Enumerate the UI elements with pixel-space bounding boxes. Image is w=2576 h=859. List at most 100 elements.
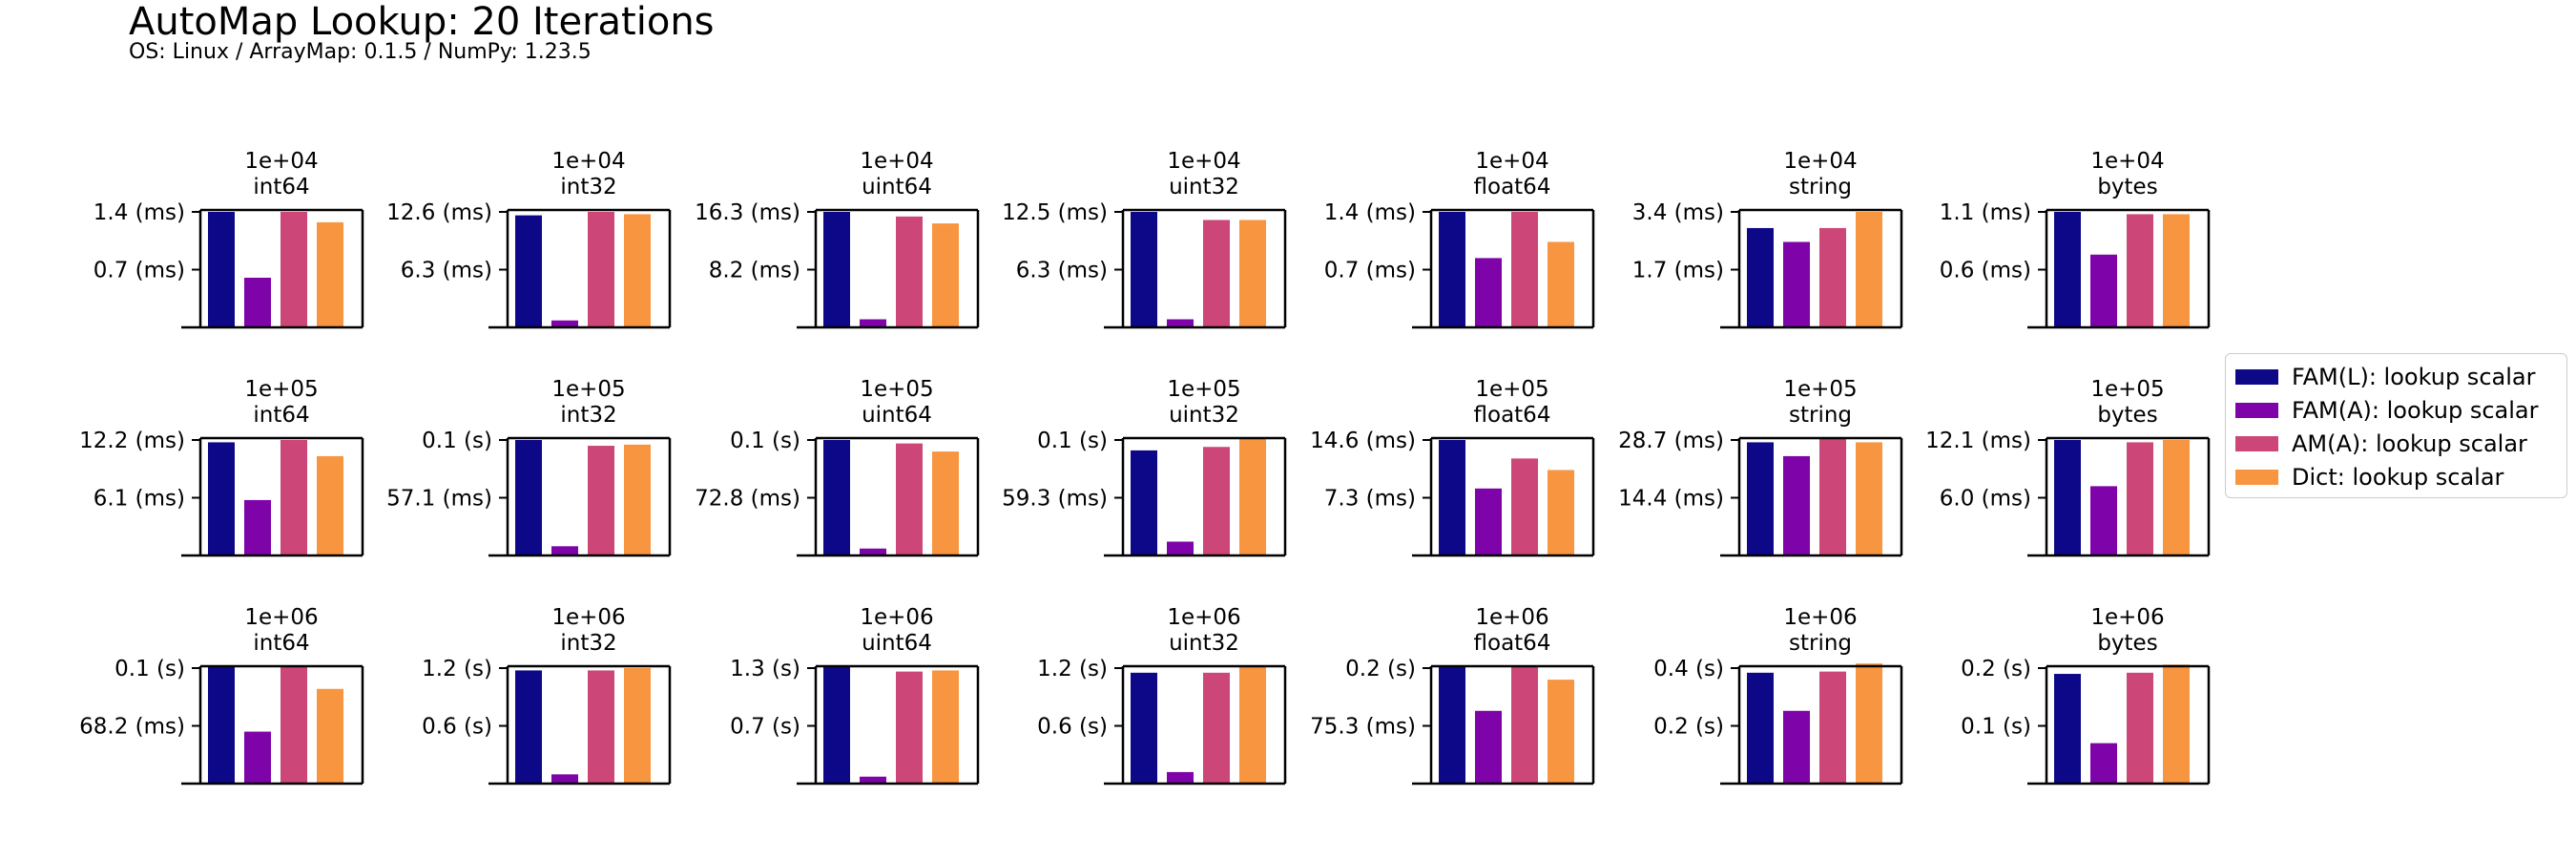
subplot-title-bottom-1e-06-string: string [1789, 631, 1852, 656]
subplot-title-top-1e-04-uint64: 1e+04 [860, 149, 933, 174]
subplot-title-bottom-1e-05-string: string [1789, 403, 1852, 428]
bar-1e-06-uint32-fam-l-lookup-scalar [1131, 672, 1157, 784]
bar-1e-06-float64-am-a-lookup-scalar [1511, 665, 1538, 784]
subplot-title-top-1e-04-bytes: 1e+04 [2090, 149, 2164, 174]
bar-1e-05-float64-am-a-lookup-scalar [1511, 458, 1538, 555]
bar-1e-05-int64-fam-l-lookup-scalar [208, 442, 235, 555]
bar-1e-06-float64-dict-lookup-scalar [1548, 680, 1574, 784]
bar-1e-06-uint64-am-a-lookup-scalar [896, 671, 923, 784]
legend-swatch-am-a [2235, 435, 2278, 451]
subplot-title-bottom-1e-06-float64: float64 [1474, 631, 1551, 656]
bar-1e-06-float64-fam-a-lookup-scalar [1475, 710, 1502, 784]
subplot-title-bottom-1e-05-uint32: uint32 [1169, 403, 1239, 428]
legend-item-am-a: AM(A): lookup scalar [2235, 427, 2557, 460]
bar-1e-05-int64-fam-a-lookup-scalar [244, 499, 271, 555]
subplot-title-bottom-1e-04-int64: int64 [253, 175, 309, 199]
bar-1e-05-string-fam-l-lookup-scalar [1747, 442, 1774, 555]
bar-1e-06-bytes-dict-lookup-scalar [2163, 664, 2190, 784]
bar-1e-04-string-dict-lookup-scalar [1856, 212, 1882, 327]
subplot-title-bottom-1e-06-bytes: bytes [2097, 631, 2157, 656]
bar-1e-06-int32-fam-a-lookup-scalar [551, 774, 578, 784]
ytick-label-1e-04-float64-0: 1.4 (ms) [1324, 200, 1416, 225]
ytick-label-1e-06-float64-1: 75.3 (ms) [1310, 715, 1416, 740]
ytick-label-1e-04-int64-1: 0.7 (ms) [93, 259, 185, 283]
subplot-title-top-1e-05-int64: 1e+05 [244, 377, 318, 402]
bar-1e-06-uint64-fam-l-lookup-scalar [823, 665, 850, 784]
bar-1e-05-int64-am-a-lookup-scalar [280, 440, 307, 555]
bar-1e-04-uint32-fam-a-lookup-scalar [1167, 319, 1194, 327]
ytick-label-1e-05-string-1: 14.4 (ms) [1618, 487, 1724, 512]
bar-1e-05-bytes-fam-a-lookup-scalar [2090, 486, 2117, 555]
ytick-label-1e-05-int32-1: 57.1 (ms) [386, 487, 492, 512]
bar-1e-06-int64-fam-l-lookup-scalar [208, 665, 235, 784]
bar-1e-04-uint32-dict-lookup-scalar [1239, 220, 1266, 327]
legend-swatch-dict [2235, 469, 2278, 485]
bar-1e-06-int32-fam-l-lookup-scalar [515, 670, 542, 784]
subplot-title-bottom-1e-06-int32: int32 [560, 631, 616, 656]
bar-1e-04-uint32-fam-l-lookup-scalar [1131, 212, 1157, 327]
bar-1e-04-int32-dict-lookup-scalar [624, 214, 651, 327]
ytick-label-1e-05-uint32-1: 59.3 (ms) [1002, 487, 1108, 512]
bar-1e-06-int64-dict-lookup-scalar [317, 688, 343, 784]
bar-1e-05-int32-dict-lookup-scalar [624, 444, 651, 555]
bar-1e-04-int64-fam-l-lookup-scalar [208, 212, 235, 327]
bar-1e-05-int32-fam-a-lookup-scalar [551, 546, 578, 555]
subplot-title-top-1e-06-int64: 1e+06 [244, 605, 318, 630]
bar-1e-05-int32-am-a-lookup-scalar [588, 446, 614, 555]
bar-1e-04-string-fam-l-lookup-scalar [1747, 227, 1774, 327]
bar-1e-04-uint32-am-a-lookup-scalar [1203, 220, 1230, 327]
bar-1e-04-float64-dict-lookup-scalar [1548, 241, 1574, 327]
bar-1e-06-float64-fam-l-lookup-scalar [1439, 665, 1465, 784]
ytick-label-1e-06-float64-0: 0.2 (s) [1345, 657, 1416, 681]
subplot-title-top-1e-06-string: 1e+06 [1783, 605, 1857, 630]
legend-label-am-a: AM(A): lookup scalar [2292, 430, 2527, 457]
bar-1e-04-float64-am-a-lookup-scalar [1511, 212, 1538, 327]
bar-1e-06-bytes-fam-l-lookup-scalar [2054, 674, 2081, 784]
bar-1e-04-float64-fam-l-lookup-scalar [1439, 212, 1465, 327]
subplot-title-bottom-1e-05-int64: int64 [253, 403, 309, 428]
bar-1e-04-int64-dict-lookup-scalar [317, 221, 343, 327]
subplot-title-top-1e-06-uint64: 1e+06 [860, 605, 933, 630]
bar-1e-06-int32-am-a-lookup-scalar [588, 670, 614, 784]
legend-item-fam-a: FAM(A): lookup scalar [2235, 393, 2557, 427]
bar-1e-06-string-am-a-lookup-scalar [1819, 671, 1846, 784]
subplot-title-bottom-1e-06-int64: int64 [253, 631, 309, 656]
subplot-title-bottom-1e-06-uint32: uint32 [1169, 631, 1239, 656]
ytick-label-1e-06-int32-1: 0.6 (s) [422, 715, 492, 740]
ytick-label-1e-06-uint32-1: 0.6 (s) [1037, 715, 1108, 740]
legend-item-dict: Dict: lookup scalar [2235, 460, 2557, 493]
bar-1e-06-uint64-dict-lookup-scalar [932, 670, 959, 784]
subplot-title-top-1e-05-string: 1e+05 [1783, 377, 1857, 402]
bar-1e-05-float64-dict-lookup-scalar [1548, 470, 1574, 555]
subplot-title-top-1e-04-int32: 1e+04 [551, 149, 625, 174]
ytick-label-1e-05-uint64-0: 0.1 (s) [730, 429, 800, 453]
ytick-label-1e-04-uint64-0: 16.3 (ms) [695, 200, 800, 225]
bar-1e-05-bytes-dict-lookup-scalar [2163, 440, 2190, 555]
subplot-title-top-1e-04-string: 1e+04 [1783, 149, 1857, 174]
ytick-label-1e-04-string-1: 1.7 (ms) [1632, 259, 1724, 283]
ytick-label-1e-05-int64-1: 6.1 (ms) [93, 487, 185, 512]
bar-1e-05-string-am-a-lookup-scalar [1819, 437, 1846, 555]
ytick-label-1e-05-float64-1: 7.3 (ms) [1324, 487, 1416, 512]
ytick-label-1e-05-uint32-0: 0.1 (s) [1037, 429, 1108, 453]
subplot-title-bottom-1e-06-uint64: uint64 [862, 631, 932, 656]
legend-label-fam-l: FAM(L): lookup scalar [2292, 363, 2536, 390]
ytick-label-1e-06-string-0: 0.4 (s) [1653, 657, 1724, 681]
bar-1e-04-uint64-fam-l-lookup-scalar [823, 212, 850, 327]
subplot-title-bottom-1e-05-bytes: bytes [2097, 403, 2157, 428]
subplot-title-top-1e-05-float64: 1e+05 [1475, 377, 1548, 402]
bar-1e-05-int64-dict-lookup-scalar [317, 455, 343, 555]
subplot-title-bottom-1e-04-uint64: uint64 [862, 175, 932, 199]
bar-1e-05-float64-fam-a-lookup-scalar [1475, 488, 1502, 555]
subplot-title-bottom-1e-05-int32: int32 [560, 403, 616, 428]
bar-1e-04-bytes-fam-a-lookup-scalar [2090, 254, 2117, 327]
ytick-label-1e-06-int64-0: 0.1 (s) [114, 657, 185, 681]
bar-1e-04-bytes-am-a-lookup-scalar [2127, 214, 2153, 327]
legend-label-dict: Dict: lookup scalar [2292, 463, 2504, 491]
bar-1e-05-bytes-fam-l-lookup-scalar [2054, 440, 2081, 555]
subplot-title-bottom-1e-05-float64: float64 [1474, 403, 1551, 428]
ytick-label-1e-05-bytes-1: 6.0 (ms) [1940, 487, 2031, 512]
ytick-label-1e-04-int32-1: 6.3 (ms) [401, 259, 492, 283]
legend-swatch-fam-l [2235, 368, 2278, 385]
ytick-label-1e-04-string-0: 3.4 (ms) [1632, 200, 1724, 225]
